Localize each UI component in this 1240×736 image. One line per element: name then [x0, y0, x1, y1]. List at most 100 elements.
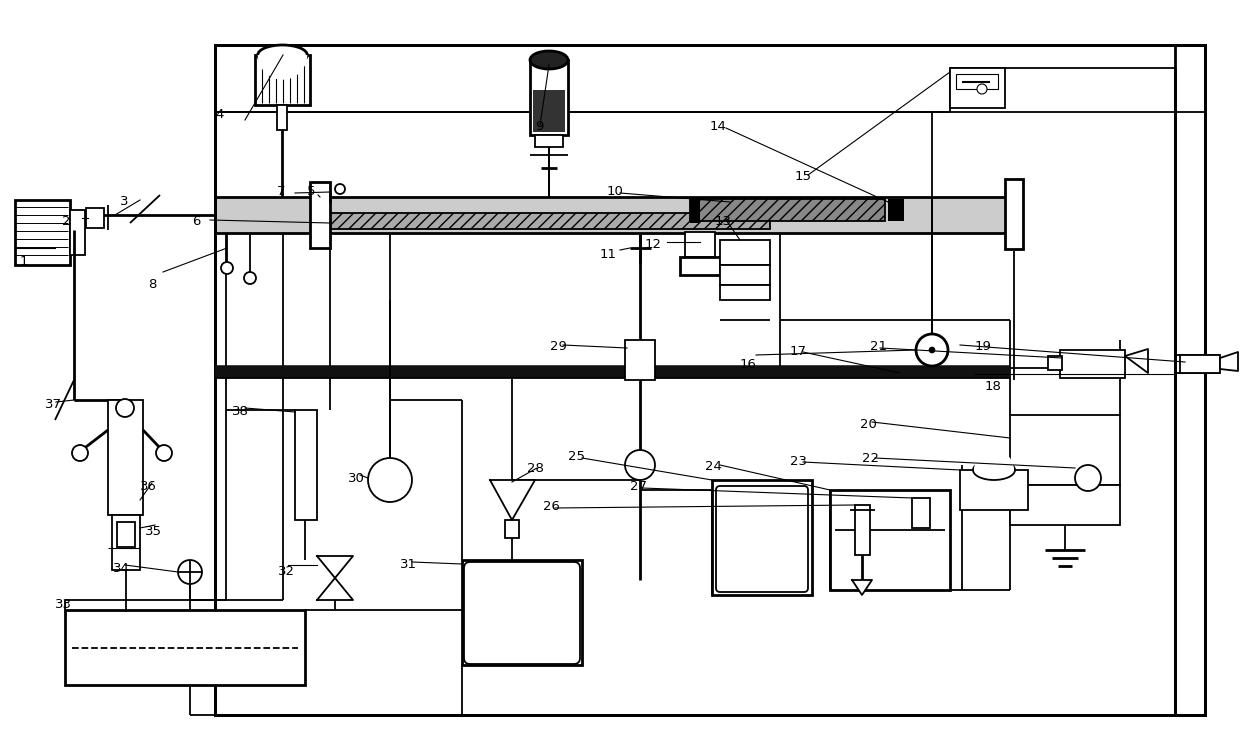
Bar — [684, 232, 715, 257]
Polygon shape — [317, 556, 353, 578]
Polygon shape — [1125, 349, 1148, 373]
Circle shape — [156, 445, 172, 461]
Bar — [215, 368, 1011, 378]
Text: 26: 26 — [543, 500, 560, 513]
Text: 22: 22 — [862, 452, 879, 465]
Circle shape — [916, 334, 949, 366]
Text: 32: 32 — [278, 565, 295, 578]
Bar — [310, 182, 330, 248]
Polygon shape — [852, 580, 872, 595]
Wedge shape — [258, 55, 308, 79]
Bar — [1060, 350, 1125, 378]
Bar — [680, 257, 720, 275]
Bar — [1176, 45, 1205, 715]
Bar — [1011, 415, 1120, 485]
Bar — [956, 74, 998, 89]
Bar — [720, 240, 770, 265]
Circle shape — [335, 184, 345, 194]
Circle shape — [977, 84, 987, 94]
FancyBboxPatch shape — [715, 486, 808, 592]
Text: 16: 16 — [740, 358, 756, 371]
Bar — [1180, 355, 1220, 373]
Text: 8: 8 — [148, 278, 156, 291]
Text: 4: 4 — [215, 108, 223, 121]
Text: 35: 35 — [145, 525, 162, 538]
Text: 33: 33 — [55, 598, 72, 611]
Text: 17: 17 — [790, 345, 807, 358]
Text: 24: 24 — [706, 460, 722, 473]
Circle shape — [625, 450, 655, 480]
Text: 7: 7 — [277, 185, 285, 198]
Bar — [689, 197, 701, 223]
Text: 19: 19 — [975, 340, 992, 353]
Text: 15: 15 — [795, 170, 812, 183]
Text: 10: 10 — [608, 185, 624, 198]
Bar — [69, 210, 86, 255]
Bar — [534, 135, 563, 147]
Circle shape — [1075, 465, 1101, 491]
Bar — [689, 199, 885, 221]
Text: 30: 30 — [348, 472, 365, 485]
Bar — [529, 60, 568, 135]
Circle shape — [72, 445, 88, 461]
Bar — [463, 560, 582, 665]
Text: 6: 6 — [192, 215, 201, 228]
Text: 20: 20 — [861, 418, 877, 431]
FancyBboxPatch shape — [464, 562, 580, 664]
Bar — [255, 55, 310, 105]
Circle shape — [179, 560, 202, 584]
Bar — [960, 470, 1028, 510]
Bar — [720, 285, 770, 300]
Bar — [330, 213, 770, 229]
Circle shape — [244, 272, 255, 284]
Circle shape — [221, 262, 233, 274]
Polygon shape — [490, 480, 534, 520]
Text: 28: 28 — [527, 462, 544, 475]
Text: 18: 18 — [985, 380, 1002, 393]
Ellipse shape — [529, 51, 568, 69]
Bar — [625, 340, 655, 380]
Circle shape — [929, 347, 935, 353]
Bar — [533, 90, 565, 132]
Text: 25: 25 — [568, 450, 585, 463]
Bar — [108, 400, 143, 515]
Text: 29: 29 — [551, 340, 567, 353]
Text: 13: 13 — [715, 215, 732, 228]
Bar — [888, 199, 904, 221]
Bar — [112, 515, 140, 570]
Text: 5: 5 — [308, 185, 315, 198]
Bar — [277, 105, 286, 130]
Bar — [830, 490, 950, 590]
Bar — [215, 45, 1205, 715]
Bar — [15, 200, 69, 265]
Circle shape — [117, 399, 134, 417]
Bar — [86, 208, 104, 228]
Circle shape — [368, 458, 412, 502]
Bar — [215, 197, 1011, 233]
Text: 38: 38 — [232, 405, 249, 418]
Bar — [856, 505, 870, 555]
Text: 1: 1 — [20, 255, 29, 268]
Text: 36: 36 — [140, 480, 157, 493]
Text: 21: 21 — [870, 340, 887, 353]
Text: 14: 14 — [711, 120, 727, 133]
Text: 34: 34 — [113, 562, 130, 575]
Bar — [950, 68, 1004, 108]
Bar — [720, 265, 770, 285]
Text: 37: 37 — [45, 398, 62, 411]
Text: 9: 9 — [534, 120, 543, 133]
Bar — [117, 522, 135, 547]
Text: 12: 12 — [645, 238, 662, 251]
Polygon shape — [317, 578, 353, 600]
Text: 2: 2 — [62, 215, 71, 228]
Text: 31: 31 — [401, 558, 417, 571]
Bar — [911, 498, 930, 528]
Bar — [1004, 179, 1023, 249]
Ellipse shape — [973, 460, 1016, 480]
Bar — [215, 45, 1205, 715]
Bar — [505, 520, 520, 538]
Bar — [1048, 356, 1061, 370]
Text: 27: 27 — [630, 480, 647, 493]
Text: 23: 23 — [790, 455, 807, 468]
Bar — [1011, 485, 1120, 525]
